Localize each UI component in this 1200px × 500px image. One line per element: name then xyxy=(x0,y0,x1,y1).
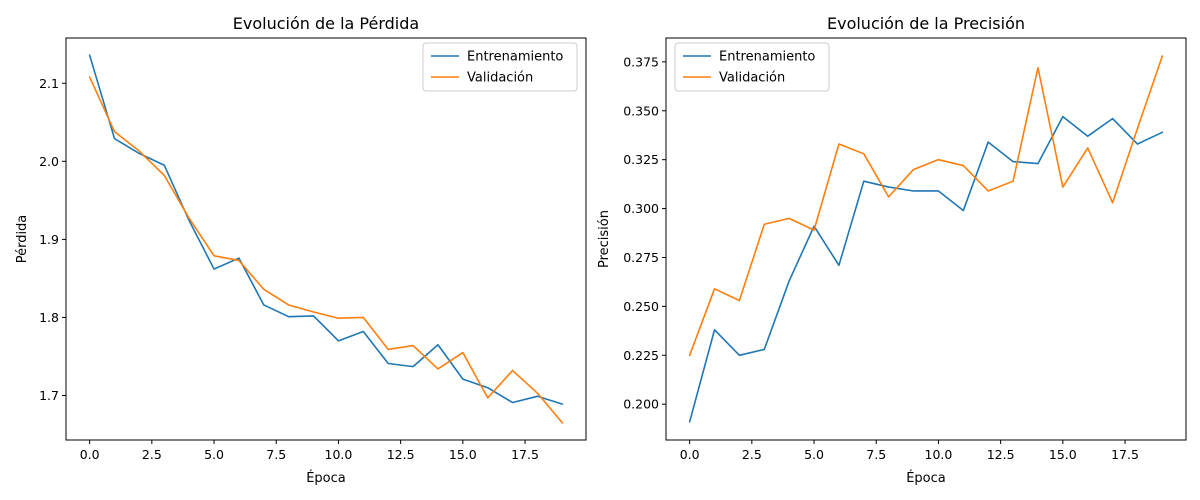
x-axis-label: Época xyxy=(306,470,346,486)
x-tick-label: 5.0 xyxy=(804,447,824,462)
loss-chart: 0.0 2.5 5.0 7.5 10.0 12.5 15.0 17.5 1.7 1.8 1.9 2.0… xyxy=(15,14,587,486)
x-tick-label: 2.5 xyxy=(142,447,162,462)
x-tick-label: 2.5 xyxy=(742,447,762,462)
x-tick-label: 7.5 xyxy=(266,447,286,462)
x-tick-label: 0.0 xyxy=(680,447,700,462)
accuracy-chart: 0.0 2.5 5.0 7.5 10.0 12.5 15.0 17.5 0.200 0.225 0.… xyxy=(597,14,1187,486)
chart-title: Evolución de la Precisión xyxy=(827,14,1025,33)
y-tick-label: 0.325 xyxy=(623,152,659,167)
x-tick-label: 5.0 xyxy=(204,447,224,462)
y-tick-label: 0.350 xyxy=(623,103,659,118)
y-axis-label: Pérdida xyxy=(15,215,30,264)
x-tick-label: 12.5 xyxy=(987,447,1015,462)
x-tick-label: 10.0 xyxy=(925,447,953,462)
x-tick-label: 7.5 xyxy=(866,447,886,462)
plot-area xyxy=(665,37,1187,441)
y-tick-label: 0.375 xyxy=(623,54,659,69)
legend-label: Entrenamiento xyxy=(719,50,815,65)
plot-area xyxy=(65,37,587,441)
series-line-entrenamiento xyxy=(88,54,564,405)
y-tick-label: 1.7 xyxy=(39,388,59,403)
y-tick-label: 0.200 xyxy=(623,397,659,412)
y-tick-label: 2.0 xyxy=(39,154,59,169)
y-axis-label: Precisión xyxy=(597,210,612,268)
legend: Entrenamiento Validación xyxy=(674,42,830,92)
x-tick-label: 17.5 xyxy=(1111,447,1139,462)
y-tick-label: 0.225 xyxy=(623,348,659,363)
x-tick-label: 10.0 xyxy=(325,447,353,462)
series-line-entrenamiento xyxy=(688,115,1164,423)
y-tick-label: 0.275 xyxy=(623,250,659,265)
legend-label: Validación xyxy=(467,71,533,86)
y-tick-label: 2.1 xyxy=(39,76,59,91)
x-tick-label: 12.5 xyxy=(387,447,415,462)
y-tick-label: 1.9 xyxy=(39,232,59,247)
series-line-validacion xyxy=(688,55,1164,357)
legend-frame xyxy=(422,42,578,92)
legend-label: Entrenamiento xyxy=(467,50,563,65)
series-line-validacion xyxy=(88,76,564,424)
x-tick-label: 15.0 xyxy=(449,447,477,462)
legend-frame xyxy=(674,42,830,92)
x-tick-label: 0.0 xyxy=(80,447,100,462)
y-tick-label: 0.250 xyxy=(623,299,659,314)
y-tick-label: 0.300 xyxy=(623,201,659,216)
x-tick-label: 15.0 xyxy=(1049,447,1077,462)
x-tick-label: 17.5 xyxy=(511,447,539,462)
legend-label: Validación xyxy=(719,71,785,86)
x-axis-label: Época xyxy=(906,470,946,486)
chart-title: Evolución de la Pérdida xyxy=(233,14,419,33)
y-tick-label: 1.8 xyxy=(39,310,59,325)
legend: Entrenamiento Validación xyxy=(422,42,578,92)
